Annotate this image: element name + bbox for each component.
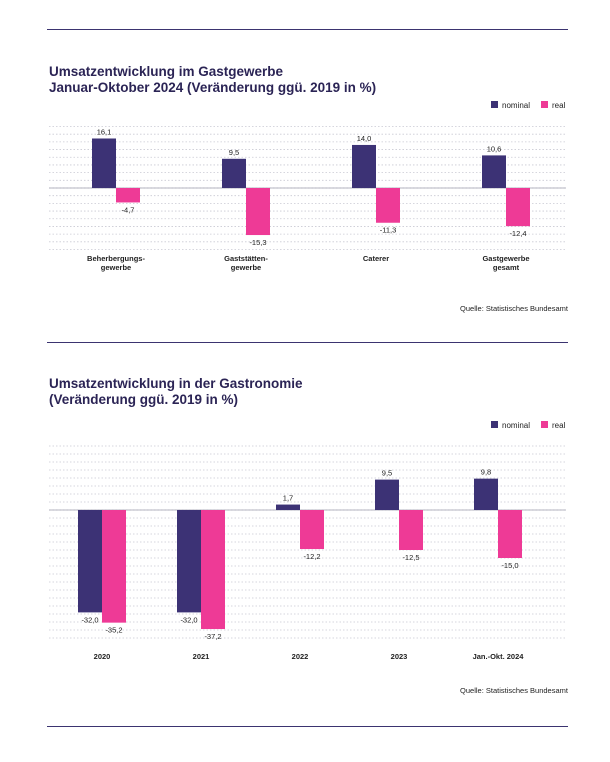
chart2-title-line1: Umsatzentwicklung in der Gastronomie — [49, 376, 303, 391]
chart1-bar-nominal — [482, 155, 506, 188]
chart2-category-label: 2021 — [193, 652, 210, 661]
chart1-bar-real — [506, 188, 530, 227]
chart1-bar-real — [376, 188, 400, 223]
chart1-category-label: Gaststätten- — [224, 254, 268, 263]
chart2-legend-swatch-real — [541, 421, 548, 428]
chart2-category-label: 2023 — [391, 652, 408, 661]
chart1-data-label: 14,0 — [357, 134, 372, 143]
chart1-data-label: -4,7 — [122, 205, 135, 214]
chart1-title: Umsatzentwicklung im Gastgewerbe Januar-… — [49, 64, 376, 96]
chart2-bar-nominal — [276, 504, 300, 510]
chart2-legend-label-real: real — [552, 421, 566, 430]
chart2-bar-real — [201, 510, 225, 630]
chart2-bar-nominal — [375, 479, 399, 510]
middle-divider — [47, 342, 568, 343]
chart1-data-label: 9,5 — [229, 148, 239, 157]
top-divider — [47, 29, 568, 30]
bottom-divider — [47, 726, 568, 727]
chart2-bar-real — [300, 510, 324, 550]
chart2-data-label: 9,5 — [382, 469, 392, 478]
chart2-bar-nominal — [474, 478, 498, 510]
chart2-bar-real — [102, 510, 126, 623]
chart1-title-line1: Umsatzentwicklung im Gastgewerbe — [49, 64, 284, 79]
chart1-data-label: -12,4 — [509, 229, 526, 238]
chart1-category-label: gewerbe — [231, 263, 261, 272]
chart1-category-label: Beherbergungs- — [87, 254, 145, 263]
chart1-source: Quelle: Statistisches Bundesamt — [460, 304, 568, 313]
chart2-data-label: -37,2 — [204, 632, 221, 641]
chart1-category-label: gewerbe — [101, 263, 131, 272]
chart2-data-label: -12,2 — [303, 552, 320, 561]
chart1-data-label: 10,6 — [487, 144, 502, 153]
chart1-bar-nominal — [352, 144, 376, 188]
chart2-data-label: -32,0 — [180, 615, 197, 624]
chart2-bar-real — [399, 510, 423, 550]
chart2-bar-real — [498, 510, 522, 558]
chart2-data-label: -32,0 — [81, 615, 98, 624]
chart1-category-label: Caterer — [363, 254, 389, 263]
chart2-bar-nominal — [78, 510, 102, 613]
chart2-legend-swatch-nominal — [491, 421, 498, 428]
chart1-legend-swatch-nominal — [491, 101, 498, 108]
chart2-title-line2: (Veränderung ggü. 2019 in %) — [49, 392, 239, 407]
chart2-bar-nominal — [177, 510, 201, 613]
chart2-data-label: 9,8 — [481, 468, 491, 477]
chart1-legend-swatch-real — [541, 101, 548, 108]
chart1-bar-nominal — [92, 138, 116, 188]
chart2-data-label: -12,5 — [402, 553, 419, 562]
chart1-category-label: gesamt — [493, 263, 520, 272]
chart1-category-label: Gastgewerbe — [482, 254, 529, 263]
chart2-category-label: 2022 — [292, 652, 309, 661]
chart2-data-label: -35,2 — [105, 626, 122, 635]
chart1-title-line2: Januar-Oktober 2024 (Veränderung ggü. 20… — [49, 80, 377, 95]
chart2-data-label: 1,7 — [283, 494, 293, 503]
chart1-bar-chart: nominal real 16,1 -4,7 Beherbergungs-gewerbe… — [49, 101, 566, 272]
chart2-source: Quelle: Statistisches Bundesamt — [460, 686, 568, 695]
chart2-legend-label-nominal: nominal — [502, 421, 530, 430]
chart1-data-label: 16,1 — [97, 127, 112, 136]
chart1-data-label: -11,3 — [380, 226, 397, 235]
chart2-category-label: Jan.-Okt. 2024 — [473, 652, 525, 661]
chart1-data-label: -15,3 — [249, 238, 266, 247]
chart2-title: Umsatzentwicklung in der Gastronomie (Ve… — [49, 376, 303, 408]
chart2-data-label: -15,0 — [501, 561, 518, 570]
chart1-bar-real — [116, 188, 140, 203]
chart2-category-label: 2020 — [94, 652, 111, 661]
chart1-bar-real — [246, 188, 270, 236]
chart1-bar-nominal — [222, 158, 246, 188]
chart2-bar-chart: nominal real -32,0 -35,2 2020 -32,0 -37,2 2021 1… — [49, 421, 566, 661]
chart1-legend-label-nominal: nominal — [502, 101, 530, 110]
chart1-legend-label-real: real — [552, 101, 566, 110]
